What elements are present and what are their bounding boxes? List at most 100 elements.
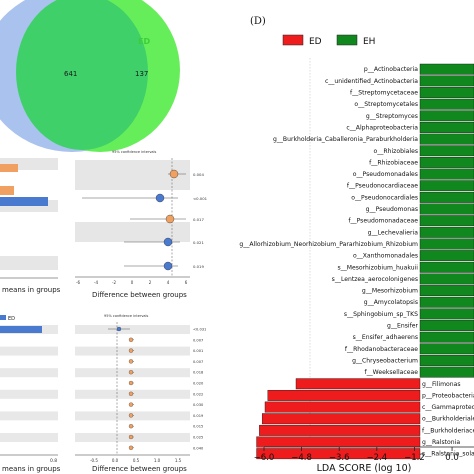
lda-bar-label: g__Amycolatopsis xyxy=(364,299,418,306)
lda-bar xyxy=(419,180,474,192)
lda-bar-label: f__Pseudomonadaceae xyxy=(348,218,418,225)
panel-c-tick: -2 xyxy=(112,280,116,285)
lda-bar xyxy=(419,285,474,297)
ci-point xyxy=(128,391,134,396)
lda-bar-label: f__Weeksellaceae xyxy=(364,369,418,376)
panel-e-pvalue: 0.015 xyxy=(193,425,203,429)
panel-c-tick: 4 xyxy=(167,280,170,285)
lda-x-tick-label: −2.4 xyxy=(367,453,388,463)
lda-bar xyxy=(419,343,474,355)
panel-e-pvalue: 0.020 xyxy=(193,382,204,386)
panel-c-tick: 0 xyxy=(131,280,134,285)
lda-bar xyxy=(419,133,474,145)
panel-e-legend-label: ED xyxy=(8,316,15,322)
panel-c-tick: 6 xyxy=(185,280,188,285)
mean-bar-eh-2 xyxy=(0,197,48,206)
ci-point xyxy=(169,169,179,179)
legend-swatch-ed xyxy=(282,34,304,46)
lda-bar xyxy=(295,378,421,390)
panel-e-pvalue: 0.007 xyxy=(193,360,203,364)
venn-diagram: ED 641 137 xyxy=(0,0,180,152)
ci-point xyxy=(128,337,134,342)
lda-bar xyxy=(264,401,421,413)
panel-e-pvalue: 0.022 xyxy=(193,392,203,396)
lda-bar-labels: p__Actinobacteria c__unidentified_Actinob… xyxy=(239,66,474,457)
venn-overlap xyxy=(16,0,148,150)
lda-bar xyxy=(419,63,474,75)
lda-bar xyxy=(419,355,474,366)
panel-d-lda-chart: (D) ED EH p__Actinobacteria c__unidentifi… xyxy=(239,16,474,474)
panel-e-left-stripes xyxy=(0,325,58,442)
lda-bar xyxy=(419,261,474,273)
lda-bar xyxy=(419,110,474,122)
lda-bar xyxy=(419,168,474,180)
lda-bar xyxy=(419,191,474,203)
lda-bar xyxy=(261,413,421,425)
lda-bar xyxy=(419,296,474,308)
ci-point xyxy=(128,413,134,418)
panel-e-points xyxy=(108,326,134,450)
mean-bar-ed-1 xyxy=(0,164,18,172)
panel-e-pvalue: 0.018 xyxy=(193,371,204,375)
lda-bar-label: f__Rhizobiaceae xyxy=(369,159,418,166)
lda-bar xyxy=(419,145,474,157)
lda-bar-label: g__Mesorhizobium xyxy=(362,288,418,295)
legend: ED EH xyxy=(282,34,375,47)
panel-e-pvalue: 0.007 xyxy=(193,338,203,342)
lda-bar xyxy=(419,87,474,98)
lda-bar xyxy=(419,238,474,250)
venn-set-label: ED xyxy=(138,37,150,46)
lda-bar-label: g__Pseudomonas xyxy=(366,206,418,213)
panel-e-tick: 1.0 xyxy=(154,458,161,463)
panel-c-means-xlabel: means in groups xyxy=(2,286,61,294)
ci-point xyxy=(163,261,173,271)
lda-bar xyxy=(419,366,474,378)
lda-bar-label: o__Burkholderiales xyxy=(422,416,474,423)
panel-e-means-xlabel: means in groups xyxy=(2,465,61,473)
ci-point xyxy=(128,434,134,440)
lda-bar-label: g__Filimonas xyxy=(422,381,461,388)
lda-bar xyxy=(419,273,474,285)
lda-bar-label: p__Proteobacteria xyxy=(422,392,474,399)
lda-bar xyxy=(256,436,421,448)
panel-e-tick: 1.5 xyxy=(175,458,182,463)
legend-label-ed: ED xyxy=(309,37,322,47)
ci-point xyxy=(128,445,134,450)
venn-unique-count: 137 xyxy=(135,70,148,78)
panel-e-diff-xlabel: Difference between groups xyxy=(92,465,187,473)
panel-c-points xyxy=(82,169,186,271)
lda-bar-label: f__Pseudonocardiaceae xyxy=(347,183,418,190)
panel-e-ticks: -0.5 0.0 0.5 1.0 1.5 xyxy=(90,458,182,463)
lda-bar xyxy=(419,331,474,343)
lda-bar-label: s__Lentzea_aerocolonigenes xyxy=(332,276,418,283)
ci-point xyxy=(128,424,134,429)
panel-c-diff-xlabel: Difference between groups xyxy=(92,291,187,299)
panel-c-pvalue: 0.004 xyxy=(193,172,204,177)
panel-c-pvalue: 0.019 xyxy=(193,264,204,269)
lda-bar-label: g__Lechevalieria xyxy=(368,229,419,236)
lda-bar-label: o__Xanthomonadales xyxy=(353,253,418,260)
panel-c-tick: -4 xyxy=(94,280,98,285)
lda-bar xyxy=(256,448,421,460)
panel-e-pvalue: 0.019 xyxy=(193,414,204,418)
panel-c-ci-title: 95% confidence intervals xyxy=(112,150,157,154)
lda-bar-label: f__Streptomycetaceae xyxy=(350,90,418,97)
lda-x-tick-label: 0.0 xyxy=(445,453,459,463)
lda-bar-label: g__Ensifer xyxy=(387,323,418,330)
lda-bar-label: g__Streptomyces xyxy=(366,113,418,120)
lda-bar xyxy=(419,203,474,215)
ci-point xyxy=(155,193,165,203)
lda-bar-label: o__Pseudonocardiales xyxy=(351,194,418,201)
lda-bar xyxy=(419,98,474,110)
lda-x-tick-label: −4.8 xyxy=(291,453,312,463)
panel-e: ED 0.8 means in groups 95% confidence in… xyxy=(0,314,206,473)
panel-c-tick: 2 xyxy=(149,280,152,285)
lda-bar-label: c__unidentified_Actinobacteria xyxy=(325,78,418,85)
lda-bar-label: g__Ralstonia xyxy=(422,439,460,446)
lda-bar-label: o__Rhizobiales xyxy=(374,148,418,155)
lda-bar xyxy=(419,226,474,238)
lda-bar-label: p__Actinobacteria xyxy=(364,66,418,73)
lda-bar xyxy=(419,320,474,331)
panel-c-pvalue: 0.017 xyxy=(193,217,204,222)
